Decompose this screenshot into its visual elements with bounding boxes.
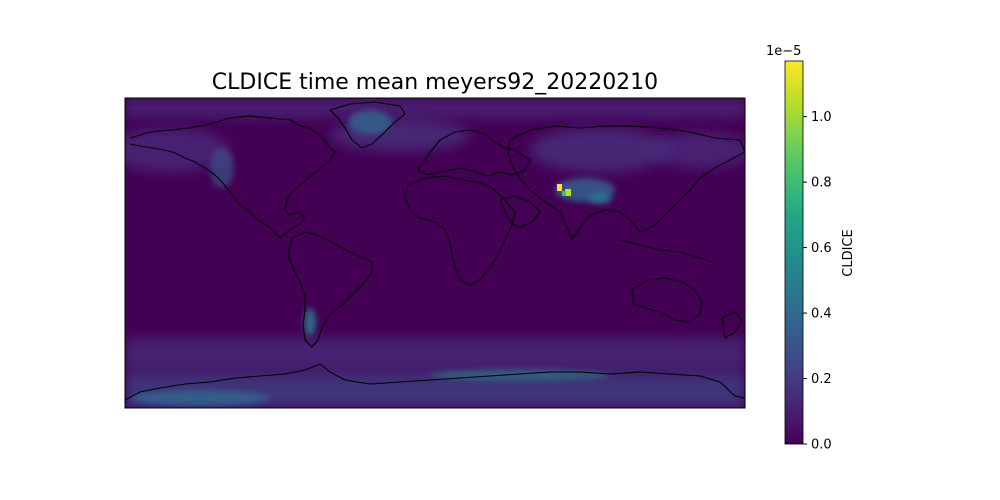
colorbar-gradient [784, 60, 804, 445]
coastline-asia [507, 125, 745, 241]
colorbar-tick-label: 0.2 [811, 372, 832, 387]
himalaya-hotspot-2 [565, 189, 571, 196]
coastlines [125, 101, 745, 401]
antarctic-west-cloud [130, 390, 270, 406]
colorbar-ticks: 0.0 0.2 0.4 0.6 0.8 1.0 [803, 110, 832, 453]
colorbar-tick-label: 0.8 [811, 176, 832, 191]
coastline-africa [404, 175, 516, 286]
rockies-ice-cloud [210, 148, 234, 188]
himalaya-warm [562, 191, 566, 196]
coastline-arabia [499, 195, 541, 229]
colorbar-tick-label: 0.0 [811, 438, 832, 453]
map-panel [124, 97, 746, 409]
north-pacific-haze [125, 128, 230, 172]
map-frame [124, 97, 746, 409]
tibet-east-haze [588, 192, 612, 204]
coastline-north-america [129, 115, 336, 239]
coastline-southeast-asia [619, 239, 713, 263]
coastline-australia [631, 277, 703, 323]
andes-ice-cloud [304, 308, 316, 336]
colorbar-tick-label: 0.4 [811, 307, 832, 322]
field-layer [125, 98, 745, 408]
north-pacific-haze-east [650, 132, 745, 168]
southern-ocean-band [125, 338, 745, 370]
colorbar-label: CLDICE [841, 229, 856, 276]
coastline-antarctica [125, 363, 745, 401]
coastline-new-zealand [721, 311, 743, 339]
antarctic-coast-cloud [430, 369, 610, 381]
northern-asia-haze [530, 128, 670, 172]
colorbar-tick-label: 0.6 [811, 241, 832, 256]
colorbar: 1e−5 0.0 0.2 0.4 0.6 0.8 1.0 CLDICE [766, 44, 856, 453]
coastline-europe [417, 129, 531, 177]
greenland-ice-cloud [348, 110, 392, 134]
north-polar-band [125, 98, 745, 118]
himalaya-hotspot [557, 184, 562, 191]
colorbar-multiplier: 1e−5 [766, 44, 801, 59]
coastline-greenland [329, 101, 406, 149]
chart-title: CLDICE time mean meyers92_20220210 [212, 70, 658, 95]
coastline-south-america [287, 231, 373, 348]
colorbar-tick-label: 1.0 [811, 110, 832, 125]
